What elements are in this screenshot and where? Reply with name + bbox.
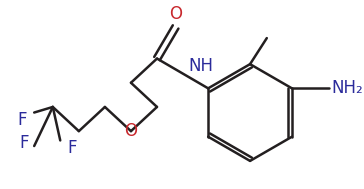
Text: O: O	[169, 5, 182, 23]
Text: O: O	[124, 122, 138, 140]
Text: F: F	[68, 139, 77, 157]
Text: NH₂: NH₂	[331, 79, 363, 97]
Text: F: F	[19, 134, 29, 152]
Text: F: F	[17, 111, 27, 129]
Text: NH: NH	[188, 57, 213, 75]
